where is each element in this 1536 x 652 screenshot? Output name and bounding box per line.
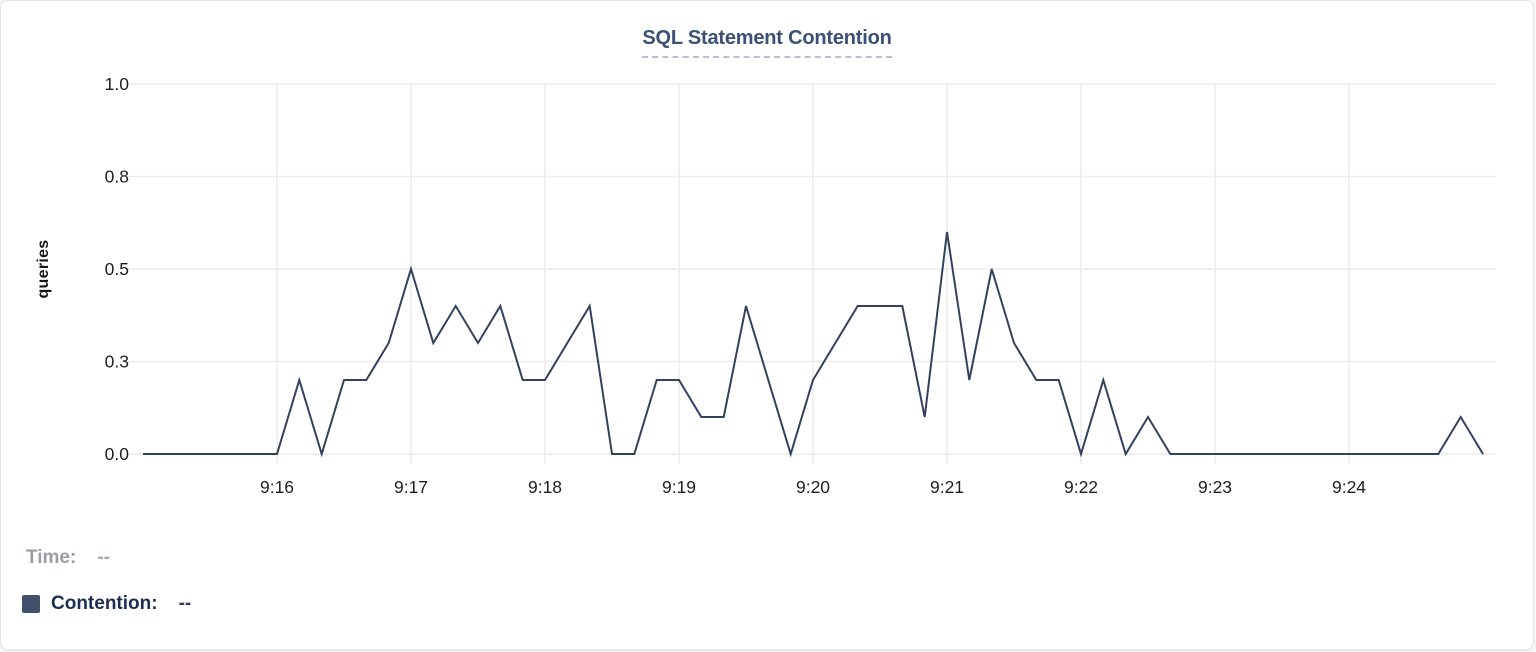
chart-header: SQL Statement Contention [1, 27, 1533, 58]
legend-contention-row: Contention: -- [22, 593, 191, 615]
x-axis-tick-label: 9:19 [662, 477, 696, 497]
y-axis-tick-label: 0.3 [105, 352, 129, 372]
x-axis-tick-label: 9:23 [1198, 477, 1232, 497]
legend-time-label: Time: [26, 547, 77, 568]
y-axis-tick-label: 1.0 [105, 74, 130, 94]
x-axis-tick-label: 9:24 [1332, 477, 1366, 497]
x-axis-tick-label: 9:20 [796, 477, 830, 497]
y-axis-tick-label: 0.0 [105, 444, 130, 464]
legend-time-row: Time: -- [26, 547, 110, 569]
chart-title[interactable]: SQL Statement Contention [642, 27, 892, 58]
y-axis-title: queries [35, 239, 52, 298]
x-axis-tick-label: 9:22 [1064, 477, 1098, 497]
legend-time-value: -- [97, 547, 110, 568]
x-axis-tick-label: 9:18 [528, 477, 562, 497]
x-axis-tick-label: 9:17 [394, 477, 428, 497]
x-axis-tick-label: 9:16 [260, 477, 294, 497]
contention-line-series [143, 231, 1484, 458]
y-axis-tick-label: 0.5 [105, 259, 129, 279]
x-axis-tick-label: 9:21 [930, 477, 964, 497]
legend-contention-label: Contention: [51, 593, 158, 614]
contention-series-swatch-icon [22, 595, 40, 613]
y-axis-tick-label: 0.8 [105, 167, 129, 187]
legend-contention-value: -- [178, 593, 192, 614]
